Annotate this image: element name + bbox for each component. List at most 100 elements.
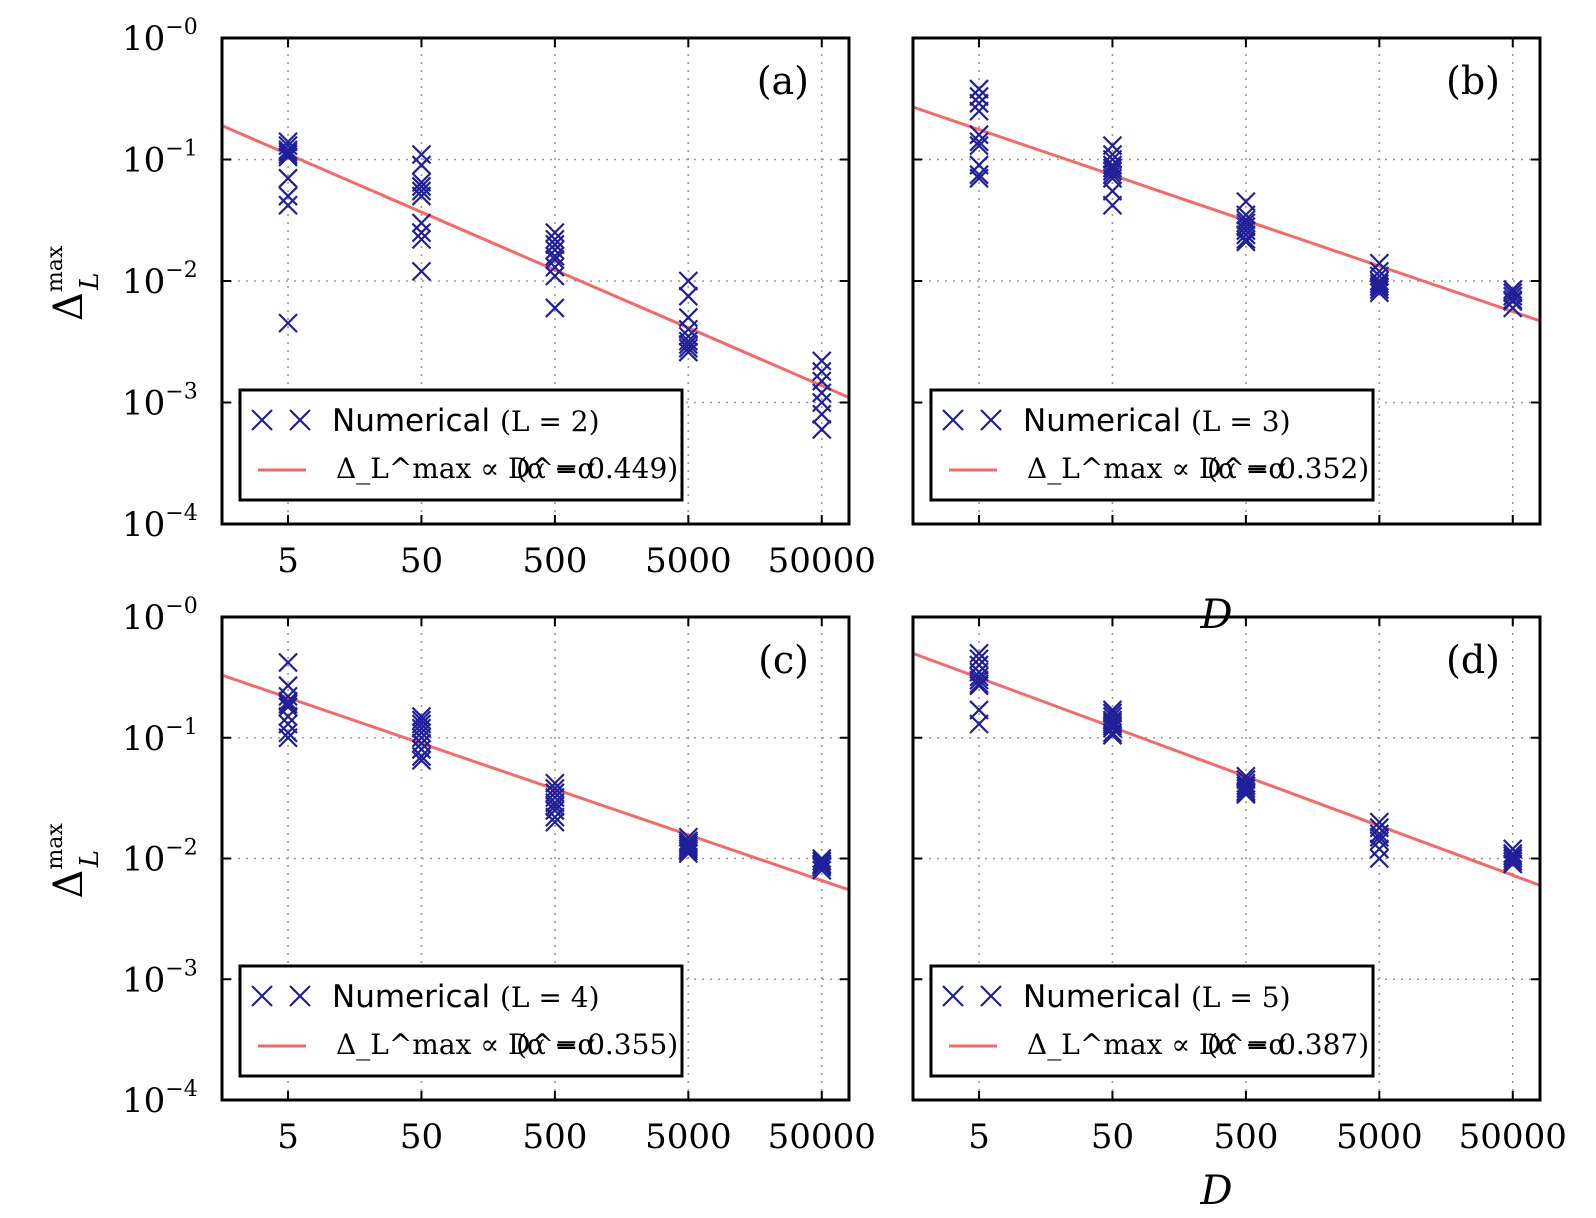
data-point [1369,839,1390,859]
data-point [969,86,989,107]
data-point [411,172,432,193]
legend-fit-param: (α = 0.355) [516,1028,678,1061]
data-point [1369,282,1390,303]
data-point [1369,831,1390,851]
data-point [411,261,432,282]
legend-marker-icon [980,985,1002,1007]
data-point [411,155,432,175]
legend-box [238,388,684,502]
y-tick-label: 10−3 [122,380,198,424]
data-point [278,714,298,734]
data-point [1502,291,1523,312]
y-tick-label: 10−4 [122,501,198,545]
data-point [1236,225,1256,245]
data-point [1236,229,1256,250]
y-tick-label: 10−1 [122,715,198,759]
x-tick-label: 5 [277,541,299,581]
data-point [1102,725,1123,745]
fit-line [913,651,1540,887]
data-point [678,271,699,291]
y-tick-label: 10−4 [122,1077,198,1121]
data-point [278,697,298,717]
x-tick-label: 5 [277,1117,299,1157]
data-point [1502,851,1523,871]
data-point [1369,279,1390,300]
data-point [969,700,989,720]
data-point [1102,135,1123,156]
data-point [1236,778,1256,799]
data-point [678,342,699,362]
data-point [545,807,565,827]
data-point [545,792,565,813]
data-point [969,131,989,152]
legend: Numerical (L = 4) Δ_L^max ∝ D^−α(α = 0.355… [238,964,684,1078]
panel-label: (b) [1446,59,1500,103]
legend-fit-label: Δ_L^max ∝ D^−α [336,1028,596,1061]
plot-frame [911,615,1542,1102]
data-point [411,229,432,250]
data-point [969,79,989,99]
data-point [1236,776,1256,796]
data-point [678,837,699,857]
legend-box [929,388,1375,502]
legend-marker-icon [289,409,311,431]
data-point [1102,164,1123,185]
y-tick-label: 10−1 [122,137,198,181]
legend-numerical-param: (L = 4) [500,981,600,1014]
data-point [411,181,432,201]
data-point [278,313,298,333]
data-point [1102,181,1123,201]
data-point [278,722,298,743]
data-point [1102,718,1123,738]
data-point [811,404,832,425]
data-point [811,419,832,440]
data-point [969,666,989,687]
y-tick-label: 10−0 [122,594,198,638]
data-point [545,249,565,270]
data-point [278,675,298,696]
data-point [545,773,565,794]
legend-fit-label: Δ_L^max ∝ D^−α [336,452,596,485]
data-point [1369,276,1390,297]
x-axis-title: D [1199,1168,1232,1214]
data-point [969,673,989,694]
x-tick-label: 5000 [645,541,732,581]
data-point [1102,161,1123,182]
legend: Numerical (L = 2) Δ_L^max ∝ D^−α(α = 0.449… [238,388,684,502]
y-tick-label: 10−3 [122,956,198,1000]
data-point [545,812,565,832]
data-point [1369,824,1390,844]
fit-line [913,105,1540,323]
legend-fit-label: Δ_L^max ∝ D^−α [1027,452,1287,485]
x-tick-label: 50000 [1459,1117,1567,1157]
data-point [411,718,432,738]
legend-numerical-param: (L = 2) [500,405,600,438]
x-tick-label: 5 [968,1117,990,1157]
panel-label: (c) [758,638,809,682]
data-point [969,714,989,734]
data-point [545,240,565,260]
data-point [411,144,432,165]
legend-box [929,964,1375,1078]
data-point [969,101,989,121]
legend-numerical-label: Numerical [332,979,490,1015]
legend-fit-param: (α = 0.387) [1207,1028,1369,1061]
data-point [545,778,565,799]
data-point [1102,722,1123,743]
data-point [1102,195,1123,216]
legend-numerical-label: Numerical [1023,403,1181,439]
data-point [278,168,298,189]
data-point [678,843,699,864]
data-point [1236,784,1256,805]
legend-numerical-param: (L = 3) [1191,405,1291,438]
data-point [678,334,699,355]
data-point [678,286,699,306]
x-tick-label: 5000 [1336,1117,1423,1157]
data-point [969,168,989,189]
plot-frame [911,36,1542,526]
data-point [969,135,989,156]
data-point [1502,846,1523,866]
x-tick-label: 50 [1091,1117,1134,1157]
legend: Numerical (L = 5) Δ_L^max ∝ D^−α(α = 0.387… [929,964,1375,1078]
